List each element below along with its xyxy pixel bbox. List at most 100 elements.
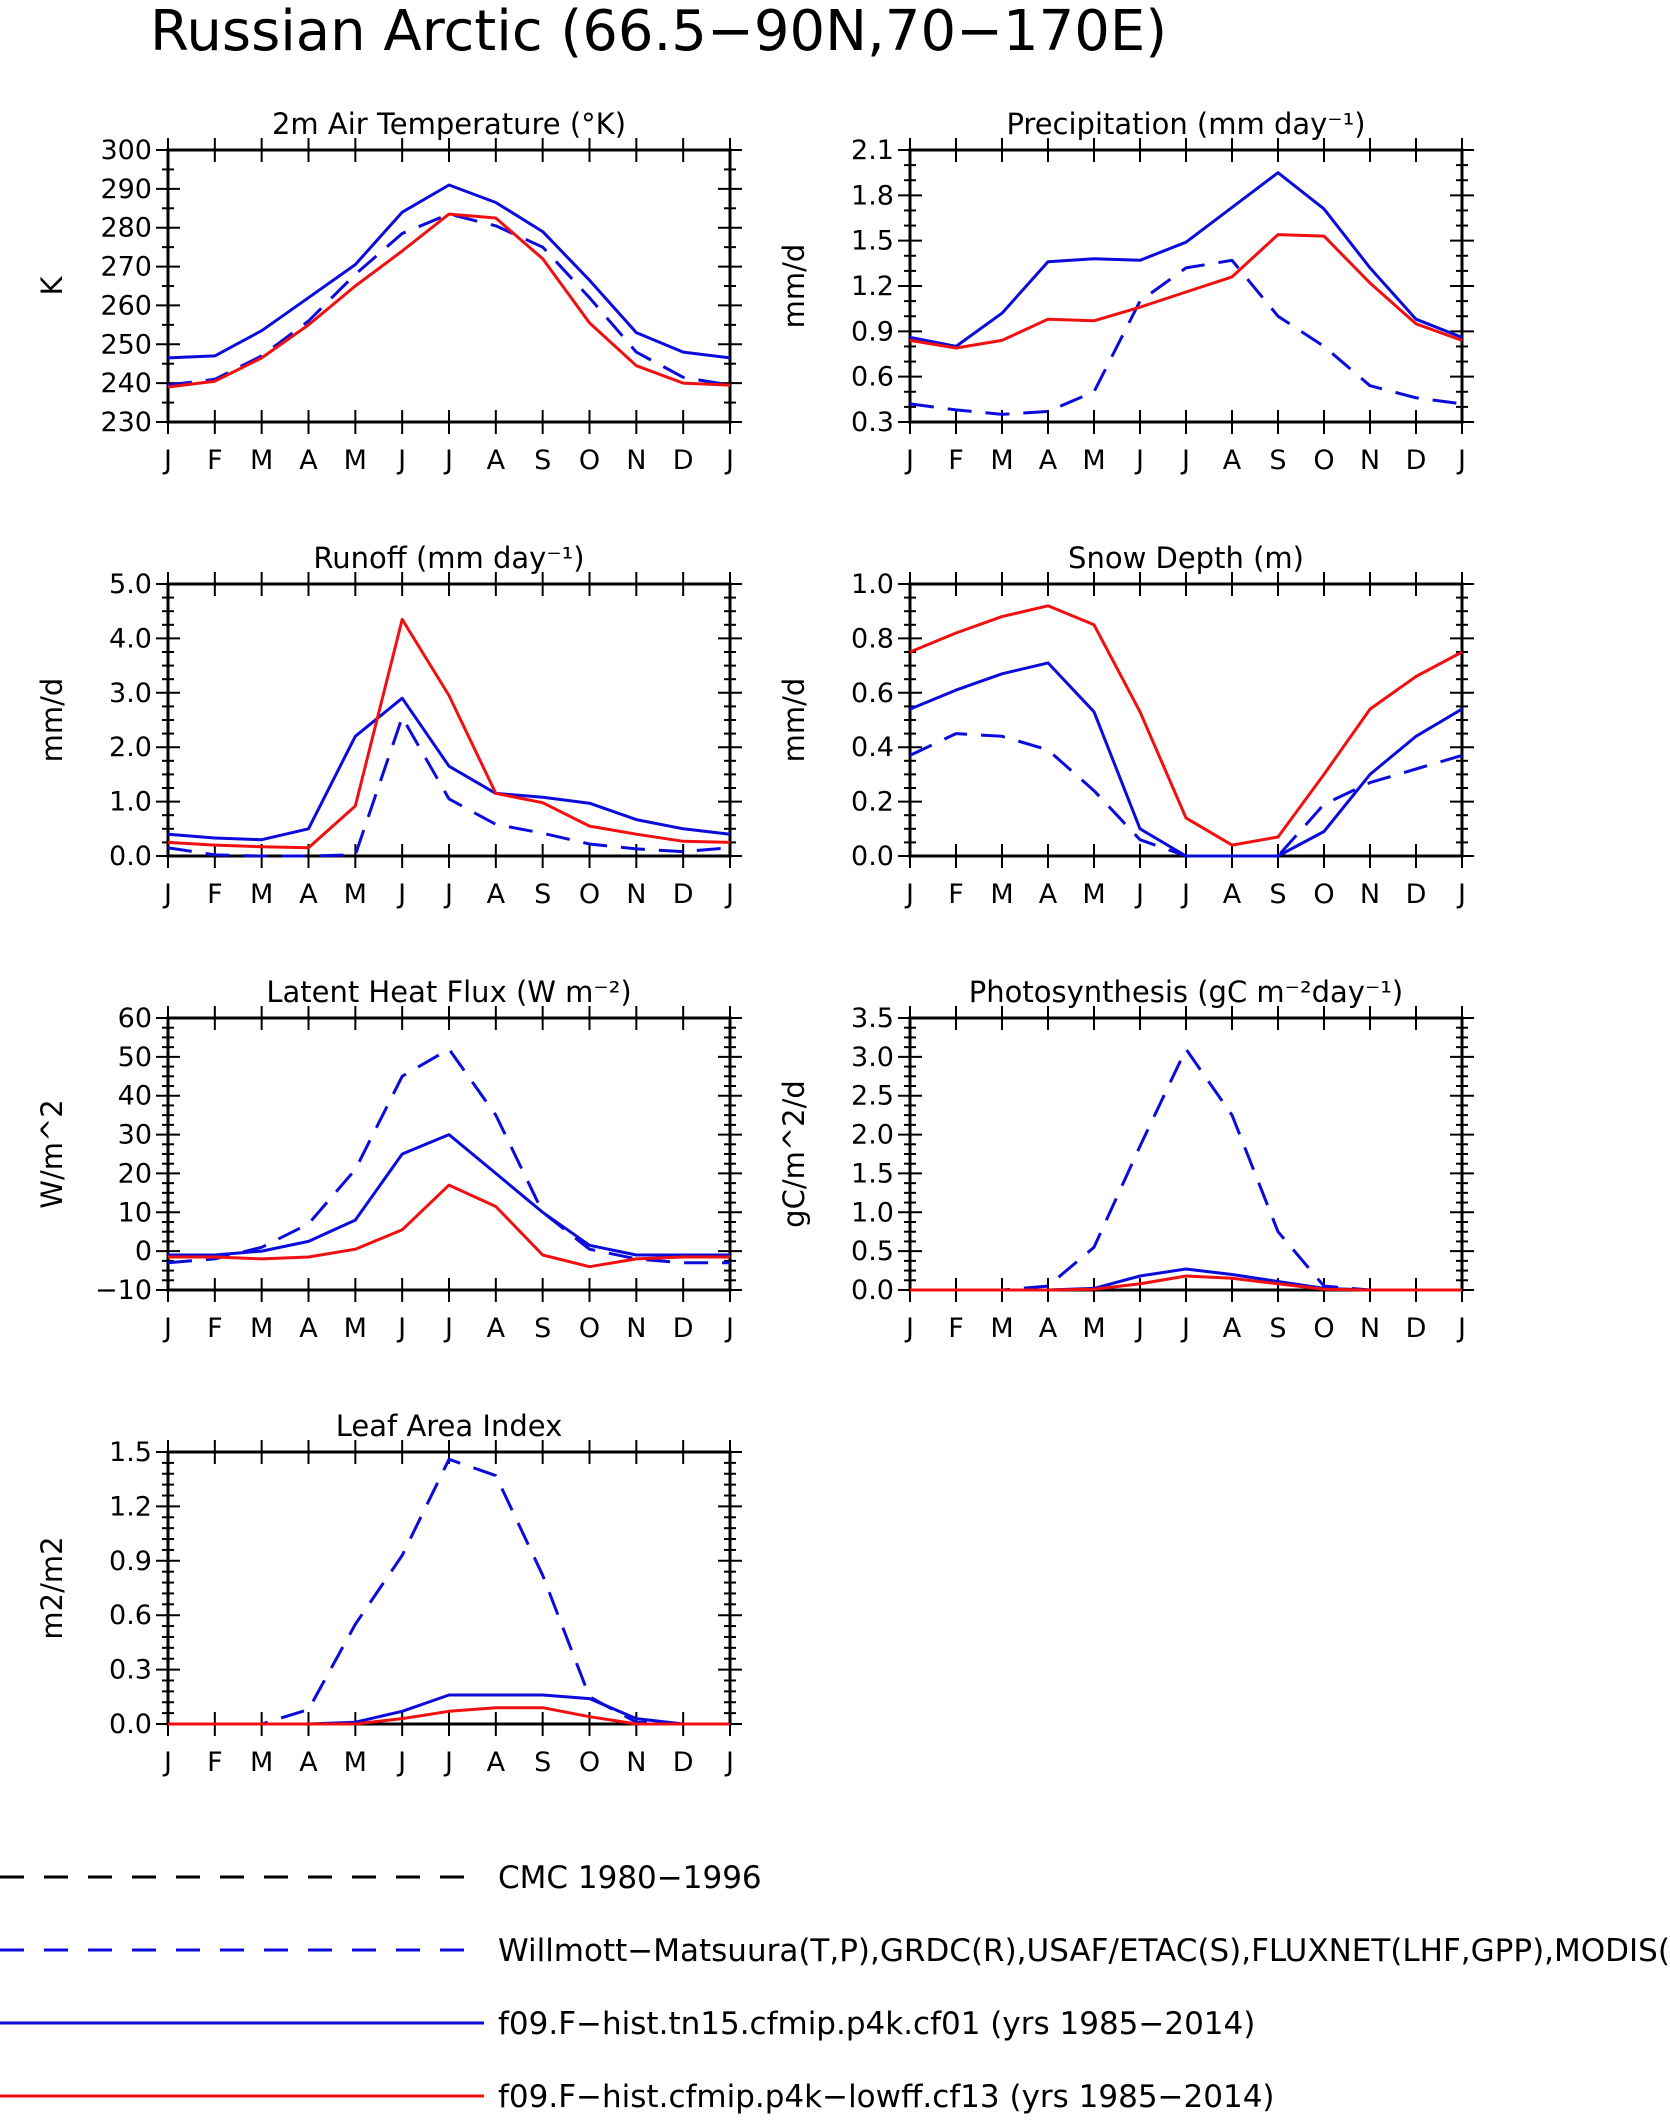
y-tick-label: 2.1	[851, 135, 894, 166]
y-tick-label: 0.4	[851, 732, 894, 763]
legend-label: CMC 1980−1996	[498, 1860, 762, 1896]
y-tick-label: 0.0	[851, 1275, 894, 1306]
x-tick-label: M	[250, 879, 273, 910]
x-tick-label: J	[1180, 445, 1190, 476]
y-tick-label: 270	[100, 252, 152, 283]
y-tick-label: 0.3	[109, 1655, 152, 1686]
series-line-red-solid	[909, 604, 1463, 847]
y-tick-label: 0.6	[851, 678, 894, 709]
series-line-blue-dashed	[909, 732, 1463, 858]
x-tick-label: D	[1406, 1313, 1427, 1344]
y-tick-label: 3.0	[851, 1042, 894, 1073]
x-tick-label: M	[1082, 445, 1105, 476]
y-tick-label: 2.0	[109, 732, 152, 763]
panel-title: Precipitation (mm day⁻¹)	[1006, 107, 1365, 141]
legend-item: CMC 1980−1996	[0, 1860, 762, 1896]
x-tick-label: J	[1456, 1313, 1466, 1344]
x-tick-label: J	[1456, 445, 1466, 476]
x-tick-label: N	[1360, 879, 1380, 910]
y-axis-label: gC/m^2/d	[777, 1080, 811, 1228]
x-tick-label: D	[1406, 879, 1427, 910]
x-tick-label: M	[344, 445, 367, 476]
x-tick-label: N	[626, 879, 646, 910]
y-tick-label: 0.0	[109, 841, 152, 872]
x-tick-label: D	[1406, 445, 1427, 476]
x-tick-label: J	[1456, 879, 1466, 910]
y-tick-label: 1.2	[109, 1491, 152, 1522]
x-tick-label: J	[1134, 1313, 1144, 1344]
x-tick-label: A	[299, 1313, 318, 1344]
y-tick-label: 0.5	[851, 1236, 894, 1267]
y-tick-label: 5.0	[109, 569, 152, 600]
x-tick-label: S	[1269, 879, 1286, 910]
y-tick-label: 260	[100, 290, 152, 321]
y-tick-label: 240	[100, 368, 152, 399]
plot-frame	[908, 1016, 1464, 1292]
x-tick-label: A	[1039, 879, 1058, 910]
x-tick-label: J	[162, 1313, 172, 1344]
x-tick-label: S	[1269, 445, 1286, 476]
plot-frame	[908, 148, 1464, 424]
x-tick-label: A	[1223, 1313, 1242, 1344]
y-tick-label: 3.5	[851, 1003, 894, 1034]
y-ticks	[898, 149, 1474, 423]
y-tick-label: 0.0	[851, 841, 894, 872]
y-axis-label: m2/m2	[35, 1536, 69, 1639]
y-tick-label: 60	[118, 1003, 152, 1034]
x-tick-label: A	[1223, 445, 1242, 476]
x-tick-label: O	[579, 1313, 600, 1344]
x-tick-label: J	[1180, 879, 1190, 910]
x-ticks	[167, 138, 731, 434]
y-axis-label: mm/d	[35, 678, 69, 763]
y-tick-label: 1.0	[851, 569, 894, 600]
series-line-blue-dashed	[910, 1047, 1462, 1292]
x-ticks	[167, 572, 731, 868]
y-axis-label: K	[35, 276, 69, 296]
x-tick-label: A	[1039, 1313, 1058, 1344]
series-line-red-solid	[168, 1183, 730, 1269]
y-ticks	[156, 1017, 742, 1291]
x-tick-label: J	[724, 1313, 734, 1344]
x-tick-label: S	[534, 1313, 551, 1344]
x-tick-label: J	[724, 879, 734, 910]
x-tick-label: J	[904, 879, 914, 910]
x-tick-label: S	[534, 445, 551, 476]
legend-item: f09.F−hist.tn15.cfmip.p4k.cf01 (yrs 1985…	[0, 2006, 1255, 2042]
y-tick-label: 1.5	[109, 1437, 152, 1468]
x-tick-label: A	[487, 1747, 506, 1778]
x-tick-label: M	[250, 1313, 273, 1344]
x-tick-label: J	[724, 445, 734, 476]
y-axis-label: W/m^2	[35, 1099, 69, 1208]
legend-label: Willmott−Matsuura(T,P),GRDC(R),USAF/ETAC…	[498, 1933, 1670, 1969]
x-tick-label: N	[626, 1747, 646, 1778]
x-tick-label: J	[724, 1747, 734, 1778]
x-ticks	[167, 1440, 731, 1736]
series-line-blue-dashed	[909, 258, 1463, 416]
x-tick-label: A	[1039, 445, 1058, 476]
legend: CMC 1980−1996 Willmott−Matsuura(T,P),GRDC…	[0, 1860, 1670, 2115]
x-tick-label: O	[579, 445, 600, 476]
y-tick-label: 2.5	[851, 1081, 894, 1112]
y-tick-label: 1.0	[109, 787, 152, 818]
x-tick-label: J	[396, 445, 406, 476]
x-tick-label: M	[250, 445, 273, 476]
y-tick-label: 0.9	[851, 316, 894, 347]
chart-panel-2: 0.30.60.91.21.51.82.1J F M A M J J A S O N D JPrecip…	[777, 107, 1474, 476]
y-tick-label: 250	[100, 329, 152, 360]
series-line-red-solid	[909, 233, 1463, 350]
x-tick-label: A	[1223, 879, 1242, 910]
y-tick-label: 3.0	[109, 678, 152, 709]
x-tick-label: J	[904, 1313, 914, 1344]
y-tick-label: 290	[100, 174, 152, 205]
x-tick-label: O	[579, 1747, 600, 1778]
figure-title: Russian Arctic (66.5−90N,70−170E)	[150, 0, 1167, 64]
x-tick-label: M	[1082, 1313, 1105, 1344]
panel-title: Photosynthesis (gC m⁻²day⁻¹)	[969, 975, 1403, 1009]
x-tick-label: M	[990, 445, 1013, 476]
y-tick-label: −10	[95, 1275, 152, 1306]
panel-title: Leaf Area Index	[336, 1409, 562, 1443]
x-tick-label: J	[1134, 445, 1144, 476]
x-tick-label: M	[990, 1313, 1013, 1344]
x-tick-label: N	[626, 1313, 646, 1344]
